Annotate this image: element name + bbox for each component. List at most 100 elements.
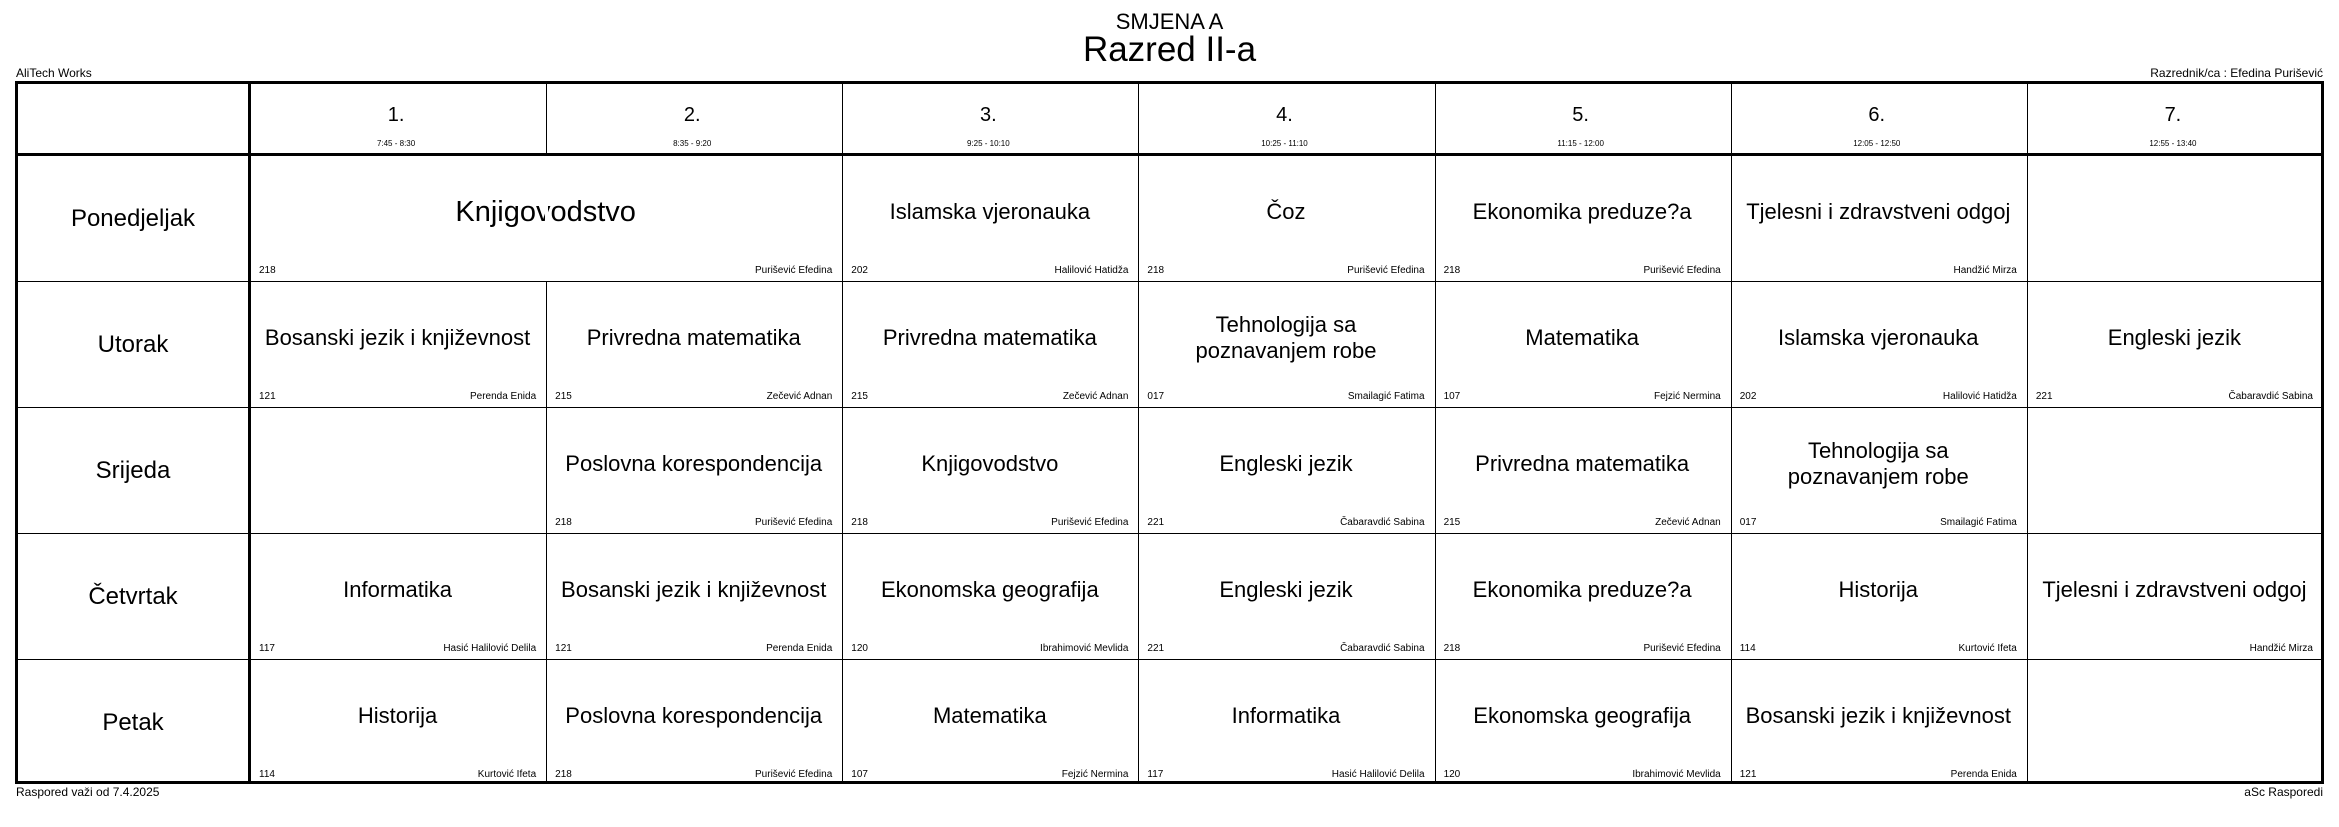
lesson-cell[interactable]: Islamska vjeronauka 202 Halilović Hatidža (1732, 282, 2025, 407)
lesson-cell[interactable]: Informatika 117 Hasić Halilović Delila (251, 534, 544, 659)
period-number: 3. (980, 104, 997, 126)
page-title: Razred II-a (1082, 30, 1257, 69)
lesson-teacher: Smailagić Fatima (1347, 391, 1425, 402)
lesson-cell[interactable]: Tjelesni i zdravstveni odgoj Handžić Mirz… (1732, 156, 2025, 281)
lesson-cell[interactable]: Engleski jezik 221 Čabaravdić Sabina (2028, 282, 2321, 407)
lesson-cell[interactable]: Historija 114 Kurtović Ifeta (251, 660, 544, 785)
period-time: 8:35 - 9:20 (673, 139, 712, 148)
lesson-room: 218 (1443, 643, 1461, 654)
lesson-room: 117 (259, 643, 275, 654)
lesson-cell[interactable]: Ekonomika preduze?a 218 Purišević Efedina (1436, 534, 1729, 659)
period-divider (1434, 84, 1436, 781)
period-divider (546, 84, 548, 781)
day-label: Ponedjeljak (70, 205, 196, 232)
school-name: AliTech Works (16, 66, 92, 80)
timetable-grid: 1. 7:45 - 8:30 2. 8:35 - 9:20 3. 9:25 - 10:10… (15, 81, 2324, 784)
period-time: 9:25 - 10:10 (967, 139, 1010, 148)
lesson-subject: Tjelesni i zdravstveni odgoj (2042, 576, 2307, 602)
lesson-subject: Ekonomska geografija (1473, 702, 1691, 728)
lesson-subject: Poslovna korespondencija (565, 450, 823, 476)
period-header: 1. 7:45 - 8:30 (248, 84, 544, 153)
lesson-room: 114 (1739, 643, 1756, 654)
lesson-teacher: Purišević Efedina (1051, 517, 1129, 528)
period-time: 12:05 - 12:50 (1853, 139, 1901, 148)
lesson-room: 218 (851, 517, 868, 528)
lesson-cell[interactable]: Tjelesni i zdravstveni odgoj Handžić Mirz… (2028, 534, 2321, 659)
lesson-room: 215 (1443, 517, 1461, 528)
period-number: 2. (683, 104, 701, 126)
lesson-cell[interactable]: Matematika 107 Fejzić Nermina (1436, 282, 1729, 407)
lesson-cell[interactable]: Matematika 107 Fejzić Nermina (843, 660, 1136, 785)
lesson-room: 017 (1147, 391, 1165, 402)
lesson-subject: Bosanski jezik i književnost (561, 576, 827, 602)
lesson-room: 218 (555, 517, 572, 528)
lesson-cell[interactable]: Čoz 218 Purišević Efedina (1139, 156, 1432, 281)
day-row-divider (18, 533, 2321, 534)
lesson-subject: Matematika (1525, 324, 1639, 350)
period-header: 3. 9:25 - 10:10 (840, 84, 1136, 153)
period-divider (2026, 84, 2028, 781)
lesson-cell[interactable]: Bosanski jezik i književnost 121 Perenda E… (1732, 660, 2025, 785)
lesson-cell[interactable]: Poslovna korespondencija 218 Purišević Efe… (547, 408, 840, 533)
lesson-room: 221 (1147, 643, 1165, 654)
lesson-cell[interactable]: Ekonomska geografija 120 Ibrahimović Mevli… (1436, 660, 1729, 785)
lesson-cell[interactable]: Privredna matematika 215 Zečević Adnan (547, 282, 840, 407)
lesson-room: 218 (1147, 265, 1165, 276)
lesson-room: 017 (1739, 517, 1757, 528)
lesson-teacher: Kurtović Ifeta (1958, 643, 2017, 654)
lesson-room: 121 (555, 643, 572, 654)
day-column-divider (248, 84, 251, 781)
lesson-cell[interactable]: Privredna matematika 215 Zečević Adnan (843, 282, 1136, 407)
lesson-teacher: Čabaravdić Sabina (1340, 517, 1425, 528)
day-label: Utorak (97, 331, 169, 358)
lesson-subject: Privredna matematika (1475, 450, 1690, 476)
lesson-cell[interactable]: Bosanski jezik i književnost 121 Perenda E… (251, 282, 544, 407)
merged-cell-mask (545, 156, 549, 281)
lesson-room: 202 (1739, 391, 1757, 402)
lesson-cell[interactable]: Engleski jezik 221 Čabaravdić Sabina (1139, 534, 1432, 659)
lesson-cell[interactable]: Poslovna korespondencija 218 Purišević Efe… (547, 660, 840, 785)
lesson-cell[interactable]: Tehnologija sa poznavanjem robe 017 Smaila… (1139, 282, 1432, 407)
lesson-teacher: Perenda Enida (1950, 769, 2017, 780)
day-label: Srijeda (95, 457, 171, 484)
lesson-teacher: Hasić Halilović Delila (1331, 769, 1425, 780)
lesson-room: 121 (1739, 769, 1757, 780)
class-teacher: Razrednik/ca : Efedina Purišević (2150, 66, 2323, 80)
lesson-room: 221 (1147, 517, 1165, 528)
lesson-cell[interactable]: Engleski jezik 221 Čabaravdić Sabina (1139, 408, 1432, 533)
period-number: 1. (387, 104, 405, 126)
lesson-cell[interactable]: Privredna matematika 215 Zečević Adnan (1436, 408, 1729, 533)
period-time: 7:45 - 8:30 (376, 139, 416, 148)
lesson-cell[interactable]: Informatika 117 Hasić Halilović Delila (1139, 660, 1432, 785)
lesson-cell[interactable]: Ekonomika preduze?a 218 Purišević Efedina (1436, 156, 1729, 281)
lesson-teacher: Purišević Efedina (1347, 265, 1425, 276)
lesson-cell[interactable]: Tehnologija sa poznavanjem robe 017 Smaila… (1732, 408, 2025, 533)
lesson-room: 215 (851, 391, 868, 402)
lesson-teacher: Handžić Mirza (2249, 643, 2313, 654)
period-header: 7. 12:55 - 13:40 (2025, 84, 2321, 153)
lesson-room: 114 (259, 769, 275, 780)
lesson-cell[interactable]: Knjigovodstvo 218 Purišević Efedina (843, 408, 1136, 533)
lesson-teacher: Čabaravdić Sabina (2228, 391, 2313, 402)
lesson-subject: Historija (1838, 576, 1918, 602)
lesson-cell[interactable]: Islamska vjeronauka 202 Halilović Hatidža (843, 156, 1136, 281)
lesson-cell[interactable]: Historija 114 Kurtović Ifeta (1732, 534, 2025, 659)
period-divider (1730, 84, 1732, 781)
period-number: 4. (1276, 104, 1293, 126)
lesson-teacher: Kurtović Ifeta (477, 769, 537, 780)
lesson-subject: Islamska vjeronauka (1778, 324, 1979, 350)
lesson-cell[interactable]: Ekonomska geografija 120 Ibrahimović Mevli… (843, 534, 1136, 659)
lesson-teacher: Perenda Enida (469, 391, 537, 402)
lesson-cell[interactable]: Bosanski jezik i književnost 121 Perenda E… (547, 534, 840, 659)
lesson-subject: Islamska vjeronauka (889, 198, 1091, 224)
lesson-room: 218 (259, 265, 276, 276)
lesson-subject: Ekonomika preduze?a (1472, 198, 1692, 224)
day-row-divider (18, 407, 2321, 408)
period-time: 11:15 - 12:00 (1557, 139, 1604, 148)
day-row-divider (18, 659, 2321, 660)
lesson-subject: Tjelesni i zdravstveni odgoj (1746, 198, 2011, 224)
lesson-subject: Privredna matematika (586, 324, 801, 350)
lesson-room: 202 (851, 265, 868, 276)
lesson-subject: Engleski jezik (1219, 576, 1353, 602)
lesson-teacher: Ibrahimović Mevlida (1040, 643, 1129, 654)
